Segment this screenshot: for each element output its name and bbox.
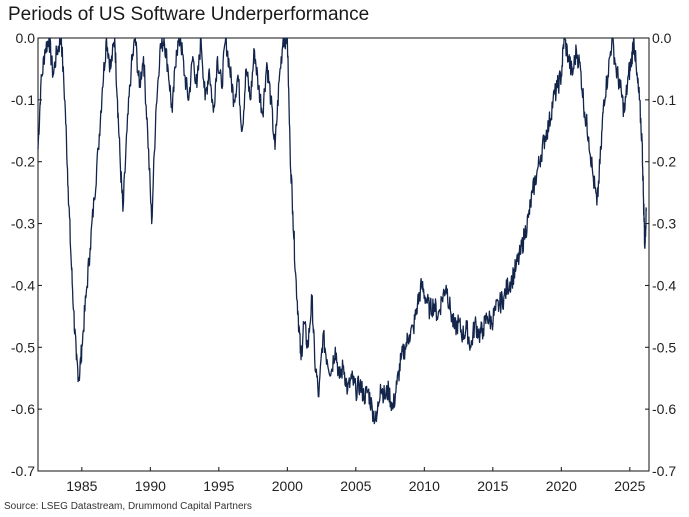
x-tick-label: 2025: [614, 478, 645, 494]
y-tick-label-right: -0.2: [652, 154, 676, 170]
y-tick-label-left: -0.4: [11, 277, 35, 293]
x-tick-label: 1985: [66, 478, 97, 494]
y-tick-label-right: -0.5: [652, 339, 676, 355]
source-note: Source: LSEG Datastream, Drummond Capita…: [4, 501, 252, 512]
y-tick-label-left: -0.5: [11, 339, 35, 355]
y-tick-label-right: -0.4: [652, 277, 676, 293]
x-tick-label: 2020: [546, 478, 577, 494]
x-tick-label: 1990: [135, 478, 166, 494]
y-tick-label-left: -0.1: [11, 92, 35, 108]
y-tick-label-right: -0.7: [652, 463, 676, 479]
x-axis: 1985 1990 1995 2000 2005 2010 2015 2020 2025: [66, 467, 646, 494]
x-tick-label: 1995: [203, 478, 234, 494]
y-axis-right: 0.0 -0.1 -0.2 -0.3 -0.4 -0.5 -0.6 -0.7: [645, 30, 676, 479]
y-tick-label-right: -0.3: [652, 216, 676, 232]
x-tick-label: 2010: [409, 478, 440, 494]
y-axis-left: 0.0 -0.1 -0.2 -0.3 -0.4 -0.5 -0.6 -0.7: [11, 30, 42, 479]
y-tick-label-right: -0.6: [652, 401, 676, 417]
y-tick-label-left: -0.2: [11, 154, 35, 170]
y-tick-label-left: 0.0: [16, 30, 36, 46]
plot-frame: [37, 37, 650, 472]
series-line: [37, 37, 647, 425]
x-tick-label: 2015: [477, 478, 508, 494]
x-tick-label: 2000: [272, 478, 303, 494]
chart-title: Periods of US Software Underperformance: [8, 4, 370, 25]
x-tick-label: 2005: [340, 478, 371, 494]
y-tick-label-right: -0.1: [652, 92, 676, 108]
y-tick-label-right: 0.0: [652, 30, 672, 46]
y-tick-label-left: -0.3: [11, 216, 35, 232]
y-tick-label-left: -0.7: [11, 463, 35, 479]
y-tick-label-left: -0.6: [11, 401, 35, 417]
